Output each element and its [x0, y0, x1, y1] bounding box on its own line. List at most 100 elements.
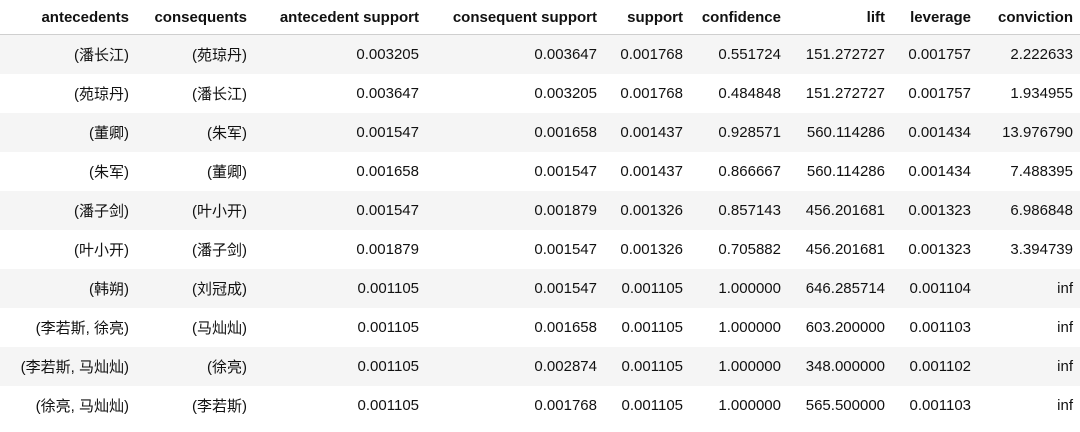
leverage-cell: 0.001104: [892, 269, 978, 308]
antecedents-cell: (朱军): [89, 164, 129, 181]
consequents-cell: (董卿): [207, 164, 247, 181]
antecedent-support-cell: 0.001547: [254, 113, 426, 152]
leverage-cell: 0.001323: [908, 241, 971, 258]
column-header: consequents: [136, 0, 254, 35]
consequents-cell: (徐亮): [136, 347, 254, 386]
confidence-cell: 0.928571: [690, 113, 788, 152]
consequents-cell: (苑琼丹): [136, 34, 254, 74]
consequents-cell: (潘长江): [192, 86, 247, 103]
consequent-support-cell: 0.001768: [534, 397, 597, 414]
antecedents-cell: (董卿): [0, 113, 136, 152]
lift-cell: 603.200000: [805, 319, 885, 336]
column-header: antecedents: [0, 0, 136, 35]
conviction-cell: 7.488395: [1010, 163, 1073, 180]
conviction-cell: 13.976790: [978, 113, 1080, 152]
column-header: leverage: [892, 0, 978, 35]
consequents-cell: (刘冠成): [136, 269, 254, 308]
consequents-cell: (马灿灿): [192, 320, 247, 337]
table-row: (李若斯, 徐亮) (马灿灿) 0.001105 0.001658 0.001105 1.…: [0, 308, 1080, 347]
consequent-support-cell: 0.002874: [426, 347, 604, 386]
consequents-cell: (李若斯): [192, 398, 247, 415]
antecedent-support-cell: 0.001105: [254, 347, 426, 386]
consequent-support-cell: 0.001547: [534, 163, 597, 180]
leverage-cell: 0.001757: [908, 85, 971, 102]
antecedents-cell: (韩朔): [0, 269, 136, 308]
antecedent-support-cell: 0.001547: [254, 191, 426, 230]
table-row: (潘子剑) (叶小开) 0.001547 0.001879 0.001326 0.8571…: [0, 191, 1080, 230]
antecedent-support-cell: 0.001105: [357, 319, 419, 336]
lift-cell: 646.285714: [788, 269, 892, 308]
table-row: (徐亮, 马灿灿) (李若斯) 0.001105 0.001768 0.001105 1.…: [0, 386, 1080, 425]
lift-cell: 456.201681: [788, 191, 892, 230]
antecedent-support-cell: 0.003205: [254, 34, 426, 74]
antecedents-cell: (叶小开): [74, 242, 129, 259]
table-row: (潘长江) (苑琼丹) 0.003205 0.003647 0.001768 0.5517…: [0, 34, 1080, 74]
confidence-cell: 0.866667: [718, 163, 781, 180]
consequent-support-cell: 0.001879: [426, 191, 604, 230]
column-header: support: [604, 0, 690, 35]
table-row: (韩朔) (刘冠成) 0.001105 0.001547 0.001105 1.00000…: [0, 269, 1080, 308]
table-body: (潘长江) (苑琼丹) 0.003205 0.003647 0.001768 0.5517…: [0, 34, 1080, 426]
antecedents-cell: (徐亮, 马灿灿): [35, 398, 129, 415]
column-header: conviction: [978, 0, 1080, 35]
consequent-support-cell: 0.003647: [426, 34, 604, 74]
antecedents-cell: (潘长江): [0, 34, 136, 74]
antecedents-cell: (苑琼丹): [74, 86, 129, 103]
support-cell: 0.001768: [604, 34, 690, 74]
column-header: lift: [788, 0, 892, 35]
leverage-cell: 0.001757: [892, 34, 978, 74]
confidence-cell: 1.000000: [690, 347, 788, 386]
antecedents-cell: (李若斯, 徐亮): [35, 320, 129, 337]
table-row: (朱军) (董卿) 0.001658 0.001547 0.001437 0.866667…: [0, 152, 1080, 191]
consequent-support-cell: 0.001547: [534, 241, 597, 258]
conviction-cell: inf: [978, 347, 1080, 386]
lift-cell: 151.272727: [788, 34, 892, 74]
support-cell: 0.001326: [620, 241, 683, 258]
confidence-cell: 1.000000: [690, 269, 788, 308]
header-row: antecedents consequents antecedent suppo…: [0, 0, 1080, 35]
conviction-cell: 6.986848: [978, 191, 1080, 230]
support-cell: 0.001105: [621, 397, 683, 414]
consequents-cell: (叶小开): [136, 191, 254, 230]
conviction-cell: 1.934955: [1010, 85, 1073, 102]
leverage-cell: 0.001103: [909, 319, 971, 336]
support-cell: 0.001768: [620, 85, 683, 102]
table-row: (叶小开) (潘子剑) 0.001879 0.001547 0.001326 0.7058…: [0, 230, 1080, 269]
antecedent-support-cell: 0.001105: [357, 397, 419, 414]
column-header: confidence: [690, 0, 788, 35]
lift-cell: 565.500000: [805, 397, 885, 414]
confidence-cell: 0.705882: [718, 241, 781, 258]
conviction-cell: inf: [1057, 397, 1073, 414]
table-row: (李若斯, 马灿灿) (徐亮) 0.001105 0.002874 0.001105 1.…: [0, 347, 1080, 386]
consequent-support-cell: 0.001658: [534, 319, 597, 336]
confidence-cell: 0.484848: [718, 85, 781, 102]
lift-cell: 560.114286: [806, 163, 885, 180]
consequent-support-cell: 0.003205: [534, 85, 597, 102]
consequents-cell: (潘子剑): [192, 242, 247, 259]
confidence-cell: 0.857143: [690, 191, 788, 230]
lift-cell: 151.272727: [805, 85, 885, 102]
table-header: antecedents consequents antecedent suppo…: [0, 0, 1080, 35]
support-cell: 0.001105: [604, 347, 690, 386]
consequent-support-cell: 0.001658: [426, 113, 604, 152]
leverage-cell: 0.001434: [892, 113, 978, 152]
support-cell: 0.001437: [604, 113, 690, 152]
antecedents-cell: (李若斯, 马灿灿): [0, 347, 136, 386]
lift-cell: 348.000000: [788, 347, 892, 386]
leverage-cell: 0.001323: [892, 191, 978, 230]
conviction-cell: 3.394739: [1010, 241, 1073, 258]
leverage-cell: 0.001103: [909, 397, 971, 414]
support-cell: 0.001105: [621, 319, 683, 336]
confidence-cell: 0.551724: [690, 34, 788, 74]
column-header: antecedent support: [254, 0, 426, 35]
antecedents-cell: (潘子剑): [0, 191, 136, 230]
conviction-cell: inf: [978, 269, 1080, 308]
support-cell: 0.001105: [604, 269, 690, 308]
confidence-cell: 1.000000: [718, 319, 781, 336]
support-cell: 0.001437: [620, 163, 683, 180]
antecedent-support-cell: 0.001105: [254, 269, 426, 308]
support-cell: 0.001326: [604, 191, 690, 230]
conviction-cell: 2.222633: [978, 34, 1080, 74]
